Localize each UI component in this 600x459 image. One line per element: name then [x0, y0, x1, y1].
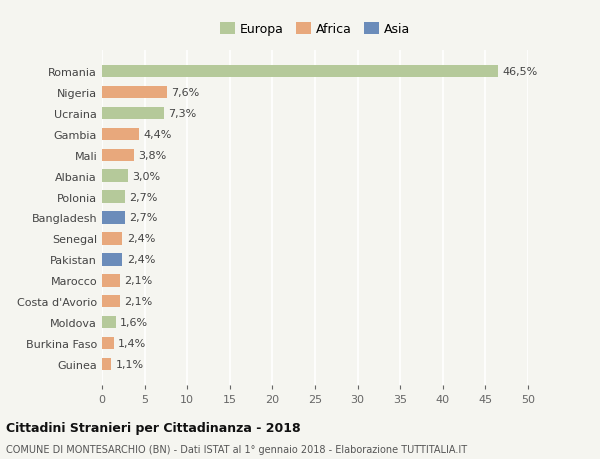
Text: 1,1%: 1,1% — [116, 359, 144, 369]
Text: 2,4%: 2,4% — [127, 234, 155, 244]
Text: 3,8%: 3,8% — [139, 151, 167, 161]
Bar — [102, 149, 134, 162]
Text: 2,7%: 2,7% — [129, 213, 158, 223]
Bar — [102, 358, 112, 370]
Text: 7,6%: 7,6% — [171, 88, 199, 98]
Text: 7,3%: 7,3% — [169, 109, 197, 119]
Text: 3,0%: 3,0% — [132, 171, 160, 181]
Bar — [102, 295, 120, 308]
Text: 2,1%: 2,1% — [124, 275, 152, 285]
Text: 2,1%: 2,1% — [124, 297, 152, 307]
Bar — [102, 253, 122, 266]
Bar — [102, 129, 139, 141]
Bar — [102, 170, 128, 183]
Text: 1,6%: 1,6% — [120, 317, 148, 327]
Text: COMUNE DI MONTESARCHIO (BN) - Dati ISTAT al 1° gennaio 2018 - Elaborazione TUTTI: COMUNE DI MONTESARCHIO (BN) - Dati ISTAT… — [6, 444, 467, 454]
Bar — [102, 233, 122, 245]
Text: 46,5%: 46,5% — [502, 67, 538, 77]
Legend: Europa, Africa, Asia: Europa, Africa, Asia — [220, 23, 410, 36]
Bar — [102, 212, 125, 224]
Bar — [102, 107, 164, 120]
Bar — [102, 274, 120, 287]
Text: Cittadini Stranieri per Cittadinanza - 2018: Cittadini Stranieri per Cittadinanza - 2… — [6, 421, 301, 434]
Bar — [102, 337, 114, 349]
Bar — [102, 87, 167, 99]
Bar — [102, 316, 116, 329]
Text: 2,7%: 2,7% — [129, 192, 158, 202]
Bar — [102, 191, 125, 203]
Text: 2,4%: 2,4% — [127, 255, 155, 265]
Text: 4,4%: 4,4% — [144, 129, 172, 140]
Bar — [102, 66, 498, 78]
Text: 1,4%: 1,4% — [118, 338, 146, 348]
